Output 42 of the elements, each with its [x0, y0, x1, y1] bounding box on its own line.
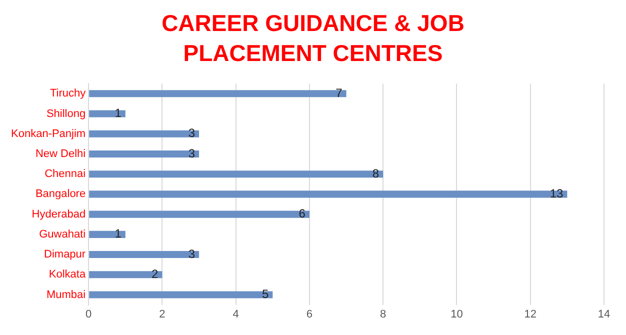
data-label: 13 — [550, 186, 564, 201]
y-tick-label: Bangalore — [35, 188, 86, 200]
x-tick-label: 4 — [232, 308, 239, 320]
chart-title: CAREER GUIDANCE & JOB PLACEMENT CENTRES — [160, 9, 466, 68]
bar — [89, 210, 310, 218]
data-label: 1 — [114, 106, 122, 120]
y-tick-label: Hyderabad — [32, 208, 86, 220]
data-label: 7 — [336, 86, 343, 100]
y-tick-label: Tiruchy — [50, 88, 86, 100]
data-label: 2 — [152, 266, 159, 281]
y-tick-label: Mumbai — [46, 288, 86, 301]
data-label: 1 — [114, 226, 122, 241]
bar — [89, 110, 126, 118]
y-tick-label: Kolkata — [48, 268, 86, 281]
x-tick-label: 8 — [380, 308, 386, 320]
data-label: 8 — [372, 166, 380, 180]
data-label: 5 — [262, 287, 269, 302]
x-tick-label: 0 — [86, 308, 92, 320]
data-label: 3 — [188, 246, 196, 261]
y-tick-label: New Delhi — [35, 148, 86, 160]
bar — [89, 291, 273, 298]
x-tick-label: 12 — [524, 308, 536, 320]
y-tick-label: Shillong — [46, 108, 86, 120]
data-label: 3 — [188, 126, 196, 140]
x-tick-label: 2 — [159, 308, 166, 320]
y-tick-label: Guwahati — [39, 228, 86, 240]
bar — [89, 230, 126, 238]
bar — [89, 190, 568, 198]
bar — [89, 90, 346, 98]
x-tick-label: 6 — [306, 308, 313, 320]
bar — [89, 150, 200, 158]
bar — [89, 130, 200, 138]
y-tick-label: Chennai — [44, 168, 86, 180]
bar — [89, 271, 162, 278]
y-tick-label: Dimapur — [44, 248, 86, 261]
data-label: 3 — [188, 146, 196, 160]
y-tick-label: Konkan-Panjim — [11, 128, 86, 140]
x-tick-label: 10 — [450, 308, 463, 320]
bar — [89, 170, 384, 178]
data-label: 6 — [298, 206, 306, 221]
bar — [89, 251, 200, 258]
x-tick-label: 14 — [598, 308, 610, 320]
